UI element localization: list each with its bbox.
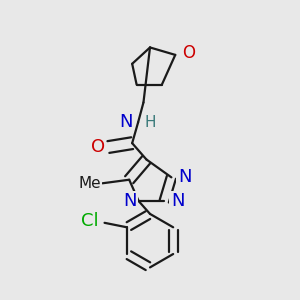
Text: O: O [182,44,195,62]
Text: Me: Me [78,176,101,191]
Text: N: N [178,168,191,186]
Text: N: N [171,192,184,210]
Text: N: N [123,192,136,210]
Text: N: N [119,113,133,131]
Text: O: O [91,138,105,156]
Text: Cl: Cl [81,212,99,230]
Text: H: H [145,115,156,130]
